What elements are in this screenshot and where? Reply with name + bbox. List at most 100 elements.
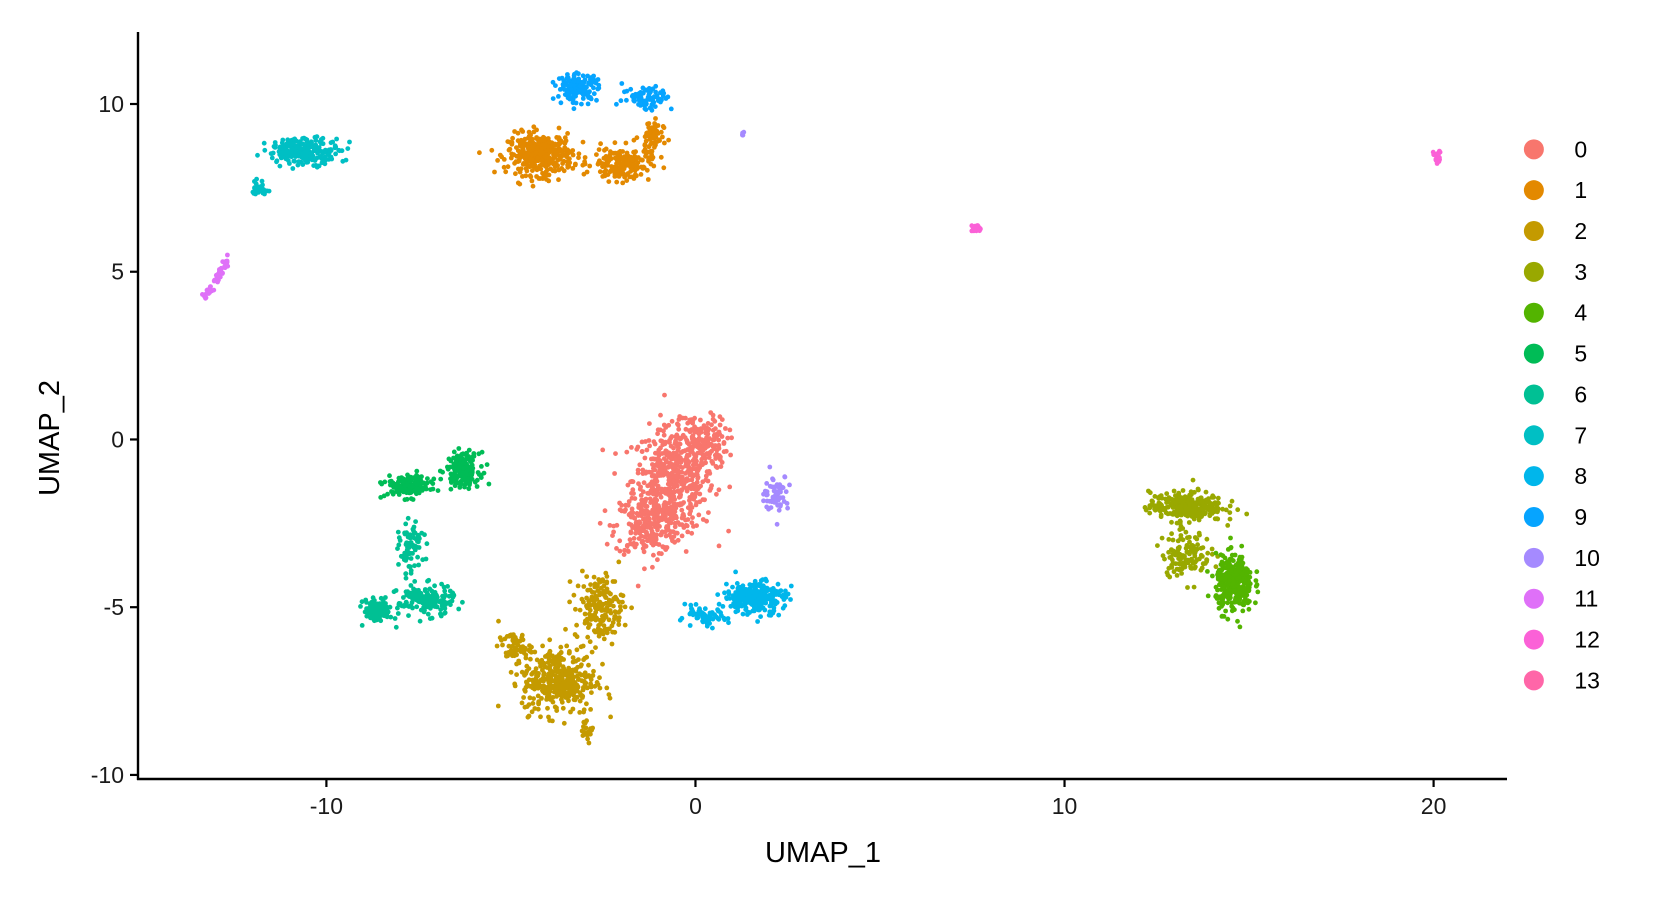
data-point xyxy=(1186,512,1191,518)
data-point xyxy=(476,451,482,457)
data-point xyxy=(1174,573,1180,578)
legend-label: 4 xyxy=(1574,300,1587,326)
data-point xyxy=(547,637,553,643)
data-point xyxy=(540,676,546,681)
data-point xyxy=(636,524,642,530)
data-point xyxy=(378,495,384,500)
data-point xyxy=(624,150,630,156)
data-point xyxy=(1178,523,1184,529)
data-point xyxy=(413,587,418,593)
data-point xyxy=(1195,542,1200,548)
data-point xyxy=(616,174,622,179)
data-point xyxy=(623,502,629,508)
data-point xyxy=(359,599,365,605)
data-point xyxy=(528,656,533,662)
data-point xyxy=(643,496,649,502)
data-point xyxy=(776,507,782,513)
data-point xyxy=(556,678,562,683)
data-point xyxy=(1186,520,1192,525)
data-point xyxy=(973,225,979,231)
data-point xyxy=(680,465,685,470)
data-point xyxy=(396,535,402,541)
data-point xyxy=(617,149,623,154)
data-point xyxy=(533,677,539,683)
data-point xyxy=(554,708,560,713)
data-point xyxy=(445,584,450,589)
data-point xyxy=(610,533,615,538)
data-point xyxy=(634,135,640,141)
data-point xyxy=(448,486,454,492)
data-point xyxy=(635,444,641,450)
data-point xyxy=(576,88,581,94)
data-point xyxy=(1431,152,1437,158)
data-point xyxy=(600,447,606,453)
data-point xyxy=(527,147,533,153)
data-point xyxy=(451,449,457,455)
data-point xyxy=(662,392,667,398)
data-point xyxy=(614,169,620,175)
data-point xyxy=(699,447,704,453)
data-point xyxy=(404,488,410,494)
data-point xyxy=(567,650,572,656)
legend-label: 8 xyxy=(1574,463,1587,489)
data-point xyxy=(415,554,420,560)
data-point xyxy=(582,720,588,726)
data-point xyxy=(761,498,766,504)
data-point xyxy=(651,516,657,522)
data-point xyxy=(710,461,716,466)
data-point xyxy=(725,435,731,441)
data-point xyxy=(641,523,646,529)
legend-swatch xyxy=(1523,221,1544,242)
data-point xyxy=(628,530,634,536)
legend-item: 2 xyxy=(1523,218,1587,244)
data-point xyxy=(766,612,772,618)
data-point xyxy=(332,143,338,149)
data-point xyxy=(649,140,655,146)
data-point xyxy=(448,476,453,482)
data-point xyxy=(1204,497,1210,503)
data-point xyxy=(431,595,437,601)
data-point xyxy=(645,177,651,182)
data-point xyxy=(547,689,553,694)
data-point xyxy=(508,155,514,161)
data-point xyxy=(378,618,384,624)
data-point xyxy=(503,169,509,175)
data-point xyxy=(704,623,710,629)
data-point xyxy=(528,132,533,138)
data-point xyxy=(566,77,572,83)
data-point xyxy=(547,680,553,686)
data-point xyxy=(567,599,572,605)
data-point xyxy=(643,469,649,475)
data-point xyxy=(368,615,373,621)
x-tick-label: 10 xyxy=(1052,793,1078,819)
data-point xyxy=(675,421,680,427)
data-point xyxy=(514,672,519,677)
data-point xyxy=(224,258,230,264)
data-point xyxy=(636,505,642,510)
data-point xyxy=(702,606,708,612)
data-point xyxy=(530,168,535,174)
data-point xyxy=(592,584,598,590)
data-point xyxy=(1239,571,1245,577)
data-point xyxy=(616,559,622,565)
data-point xyxy=(454,466,460,472)
data-point xyxy=(580,139,586,145)
data-point xyxy=(566,150,572,156)
data-point xyxy=(687,498,692,503)
data-point xyxy=(313,138,319,143)
data-point xyxy=(721,441,727,446)
data-point xyxy=(718,464,724,469)
data-point xyxy=(1220,553,1226,559)
x-tick-label: 0 xyxy=(689,793,702,819)
data-point xyxy=(689,505,695,510)
data-point xyxy=(546,656,552,662)
data-point xyxy=(779,593,785,599)
data-point xyxy=(585,634,591,640)
data-point xyxy=(646,158,651,164)
data-point xyxy=(689,520,695,526)
data-point xyxy=(541,144,547,150)
data-point xyxy=(1171,569,1177,575)
data-point xyxy=(1158,512,1164,518)
data-point xyxy=(1245,598,1251,603)
data-point xyxy=(602,147,607,153)
